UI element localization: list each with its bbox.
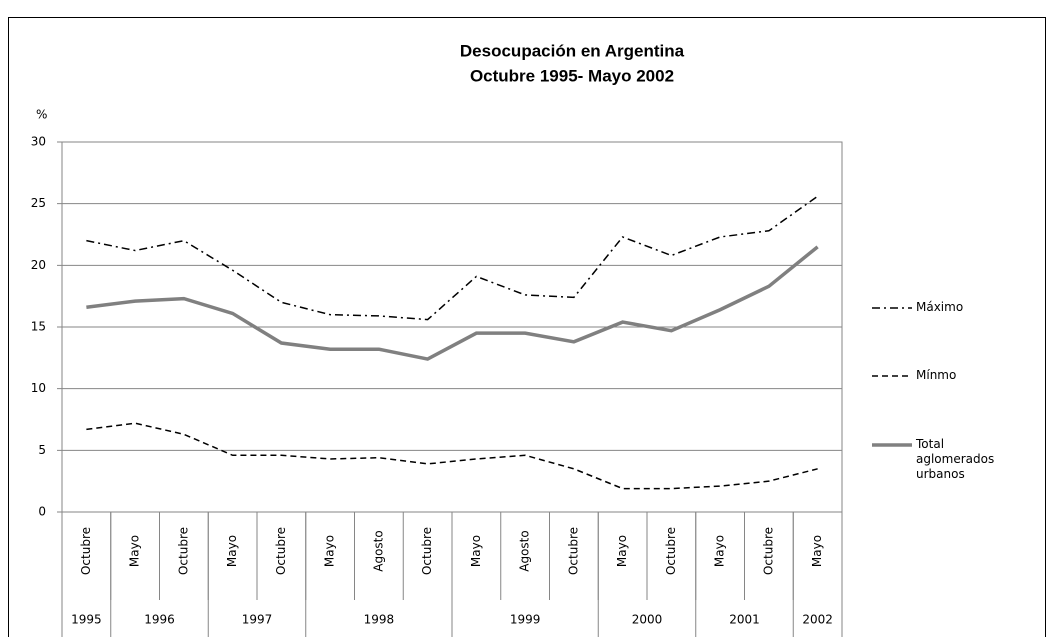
x-tick-label: Agosto	[518, 530, 532, 571]
x-tick-label: Octubre	[761, 527, 775, 575]
legend-label: Total aglomerados urbanos	[916, 437, 995, 481]
x-tick-label: Mayo	[810, 535, 824, 567]
year-label: 1995	[71, 613, 102, 627]
y-tick-label: 30	[31, 135, 46, 149]
x-tick-label: Octubre	[79, 527, 93, 575]
y-tick-label: 10	[31, 381, 46, 395]
x-tick-label: Mayo	[128, 535, 142, 567]
series-line	[86, 245, 819, 361]
year-label: 2002	[802, 613, 833, 627]
series-line	[86, 422, 818, 490]
x-tick-label: Mayo	[469, 535, 483, 567]
x-tick-label: Octubre	[176, 527, 190, 575]
y-tick-label: 0	[38, 505, 46, 519]
x-tick-label: Mayo	[615, 535, 629, 567]
year-label: 1999	[510, 613, 541, 627]
chart-frame	[8, 17, 1046, 637]
y-axis-label: %	[36, 108, 47, 122]
y-tick-label: 20	[31, 258, 46, 272]
x-tick-label: Mayo	[713, 535, 727, 567]
chart-title: Desocupación en Argentina	[460, 41, 685, 60]
year-label: 1996	[144, 613, 175, 627]
x-tick-label: Agosto	[371, 530, 385, 571]
year-label: 2001	[729, 613, 760, 627]
year-label: 1998	[364, 613, 395, 627]
year-label: 2000	[632, 613, 663, 627]
y-tick-label: 5	[38, 443, 46, 457]
x-tick-label: Mayo	[225, 535, 239, 567]
x-tick-label: Octubre	[664, 527, 678, 575]
y-tick-label: 15	[31, 320, 46, 334]
legend-label: Máximo	[916, 300, 964, 314]
x-tick-label: Octubre	[420, 527, 434, 575]
year-label: 1997	[242, 613, 273, 627]
y-tick-label: 25	[31, 196, 46, 210]
x-tick-label: Octubre	[566, 527, 580, 575]
series-line	[86, 195, 819, 321]
x-tick-label: Octubre	[274, 527, 288, 575]
x-tick-label: Mayo	[323, 535, 337, 567]
legend-label: Mínmo	[916, 368, 957, 382]
chart-subtitle: Octubre 1995- Mayo 2002	[470, 66, 674, 85]
